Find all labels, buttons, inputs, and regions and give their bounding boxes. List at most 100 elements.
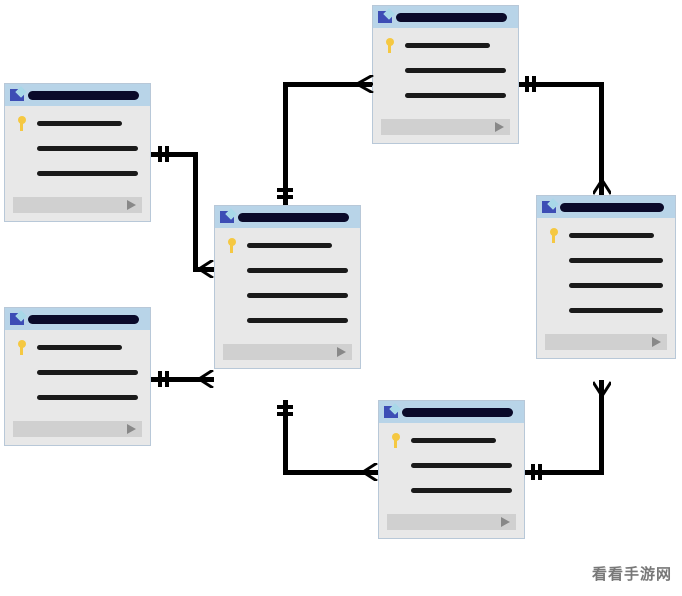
key-icon: [17, 116, 27, 130]
diamond-icon: [385, 88, 395, 102]
crows-foot-icon: [593, 180, 611, 196]
table-row: [227, 313, 348, 327]
table-row: [549, 278, 663, 292]
table-row: [385, 88, 506, 102]
field-bar: [569, 308, 663, 313]
table-row: [17, 116, 138, 130]
table-row: [227, 263, 348, 277]
table-row: [17, 390, 138, 404]
diamond-icon: [227, 313, 237, 327]
key-icon: [549, 228, 559, 242]
db-table-1: [4, 83, 151, 222]
field-bar: [569, 233, 654, 238]
diagram-canvas: 看看手游网: [0, 0, 682, 596]
table-footer: [13, 197, 142, 213]
diamond-icon: [227, 288, 237, 302]
table-row: [549, 253, 663, 267]
field-bar: [37, 171, 138, 176]
field-bar: [247, 318, 348, 323]
key-icon: [385, 38, 395, 52]
table-row: [17, 340, 138, 354]
diamond-icon: [549, 278, 559, 292]
play-icon: [127, 200, 136, 210]
table-row: [549, 303, 663, 317]
field-bar: [247, 293, 348, 298]
notation-icon: [531, 464, 542, 480]
table-body: [5, 330, 150, 421]
connector: [283, 82, 288, 205]
db-table-2: [4, 307, 151, 446]
title-bar: [396, 13, 507, 22]
field-bar: [37, 345, 122, 350]
table-row: [227, 238, 348, 252]
db-table-4: [372, 5, 519, 144]
field-bar: [37, 395, 138, 400]
field-bar: [405, 93, 506, 98]
table-body: [5, 106, 150, 197]
crows-foot-icon: [593, 380, 611, 396]
play-icon: [337, 347, 346, 357]
diamond-icon: [549, 303, 559, 317]
crows-foot-icon: [363, 463, 379, 481]
notation-icon: [277, 188, 293, 199]
table-header: [537, 196, 675, 218]
diamond-icon: [17, 141, 27, 155]
crows-foot-icon: [357, 75, 375, 93]
table-footer: [381, 119, 510, 135]
field-bar: [411, 488, 512, 493]
play-icon: [127, 424, 136, 434]
play-icon: [495, 122, 504, 132]
diamond-icon: [549, 253, 559, 267]
table-row: [227, 288, 348, 302]
field-bar: [37, 370, 138, 375]
field-bar: [569, 258, 663, 263]
db-table-6: [536, 195, 676, 359]
watermark-text: 看看手游网: [592, 563, 672, 584]
table-row: [391, 483, 512, 497]
crows-foot-icon: [199, 370, 215, 388]
notation-icon: [158, 146, 169, 162]
table-row: [17, 365, 138, 379]
table-body: [537, 218, 675, 334]
table-footer: [223, 344, 352, 360]
table-header: [5, 308, 150, 330]
table-header: [379, 401, 524, 423]
diamond-icon: [391, 483, 401, 497]
field-bar: [405, 43, 490, 48]
diamond-icon: [227, 263, 237, 277]
table-body: [379, 423, 524, 514]
table-body: [373, 28, 518, 119]
table-row: [17, 141, 138, 155]
table-header: [215, 206, 360, 228]
field-bar: [37, 121, 122, 126]
diamond-icon: [17, 166, 27, 180]
notation-icon: [158, 371, 169, 387]
field-bar: [569, 283, 663, 288]
title-bar: [238, 213, 349, 222]
field-bar: [411, 438, 496, 443]
table-row: [385, 63, 506, 77]
play-icon: [652, 337, 661, 347]
key-icon: [227, 238, 237, 252]
title-bar: [402, 408, 513, 417]
field-bar: [247, 243, 332, 248]
field-bar: [405, 68, 506, 73]
key-icon: [17, 340, 27, 354]
table-footer: [13, 421, 142, 437]
table-row: [385, 38, 506, 52]
play-icon: [501, 517, 510, 527]
table-header: [373, 6, 518, 28]
notation-icon: [525, 76, 536, 92]
table-header: [5, 84, 150, 106]
db-table-3: [214, 205, 361, 369]
notation-icon: [277, 405, 293, 416]
field-bar: [411, 463, 512, 468]
table-footer: [545, 334, 667, 350]
diamond-icon: [17, 390, 27, 404]
title-bar: [560, 203, 664, 212]
diamond-icon: [385, 63, 395, 77]
table-body: [215, 228, 360, 344]
title-bar: [28, 315, 139, 324]
diamond-icon: [391, 458, 401, 472]
table-row: [17, 166, 138, 180]
